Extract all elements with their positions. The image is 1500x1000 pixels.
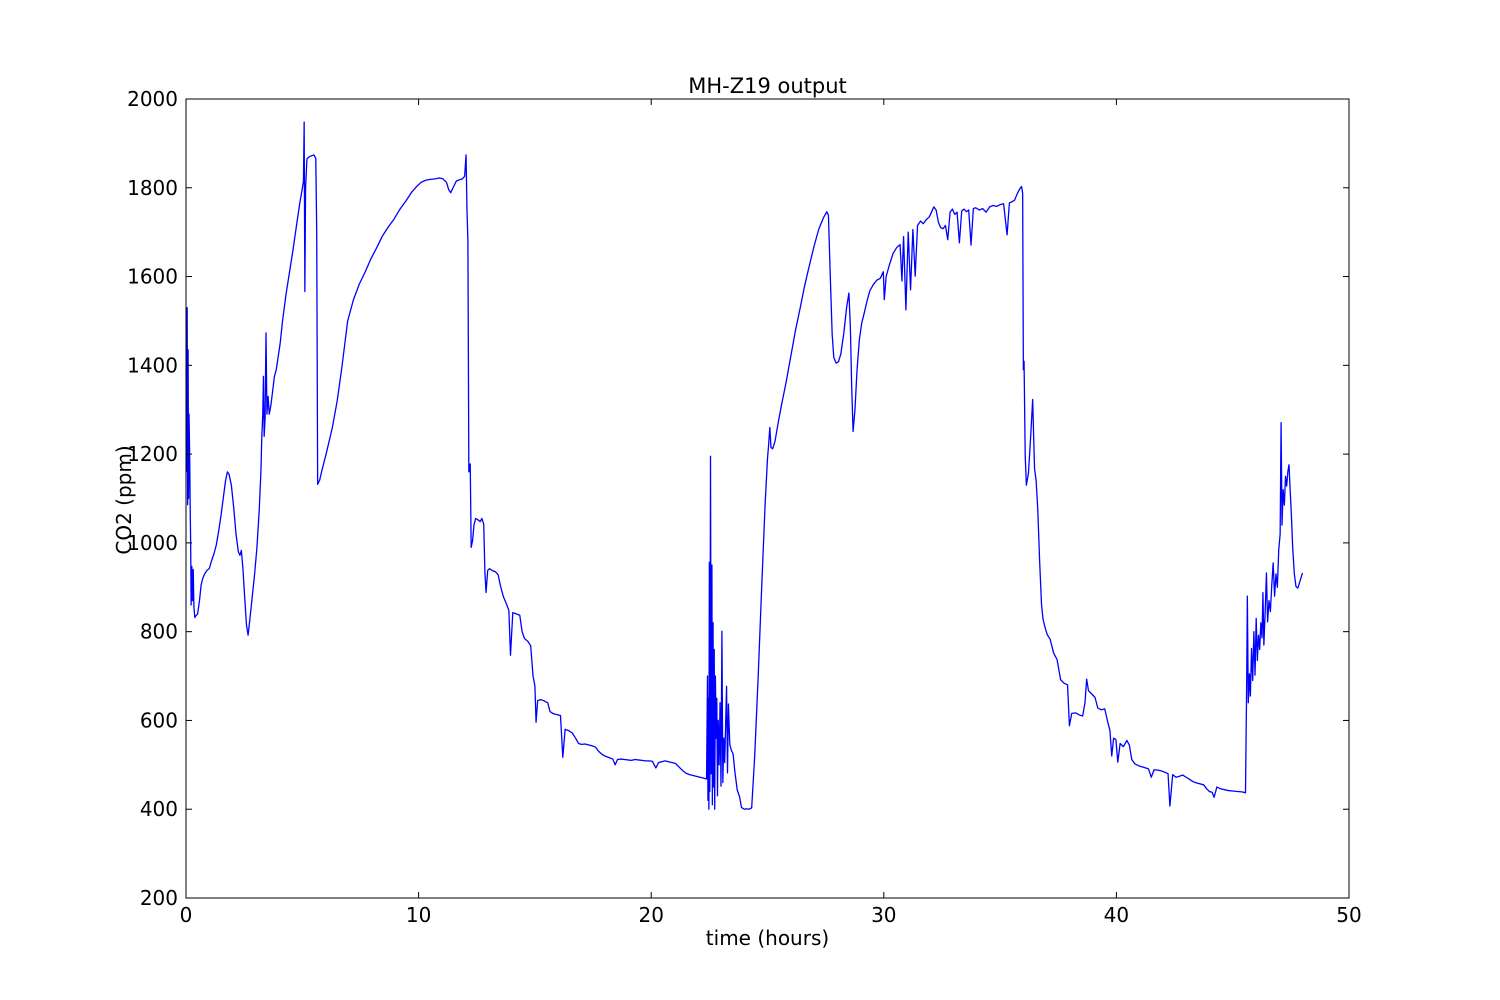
y-tick-label: 1200 bbox=[127, 442, 178, 466]
co2-series-line bbox=[186, 121, 1304, 810]
y-tick-label: 2000 bbox=[127, 87, 178, 111]
x-axis-label: time (hours) bbox=[705, 926, 830, 950]
x-tick-label: 40 bbox=[1104, 903, 1129, 927]
y-tick-label: 1800 bbox=[127, 176, 178, 200]
y-tick-label: 1600 bbox=[127, 265, 178, 289]
y-tick-label: 1000 bbox=[127, 531, 178, 555]
chart-title: MH-Z19 output bbox=[688, 74, 847, 98]
y-tick-label: 200 bbox=[140, 886, 178, 910]
y-tick-label: 400 bbox=[140, 797, 178, 821]
y-tick-label: 600 bbox=[140, 708, 178, 732]
plot-frame bbox=[185, 98, 1350, 899]
y-tick-label: 1400 bbox=[127, 353, 178, 377]
y-tick-label: 800 bbox=[140, 620, 178, 644]
x-tick-label: 10 bbox=[406, 903, 431, 927]
x-tick-label: 20 bbox=[638, 903, 663, 927]
x-tick-label: 50 bbox=[1336, 903, 1361, 927]
x-tick-label: 30 bbox=[871, 903, 896, 927]
x-tick-label: 0 bbox=[180, 903, 193, 927]
